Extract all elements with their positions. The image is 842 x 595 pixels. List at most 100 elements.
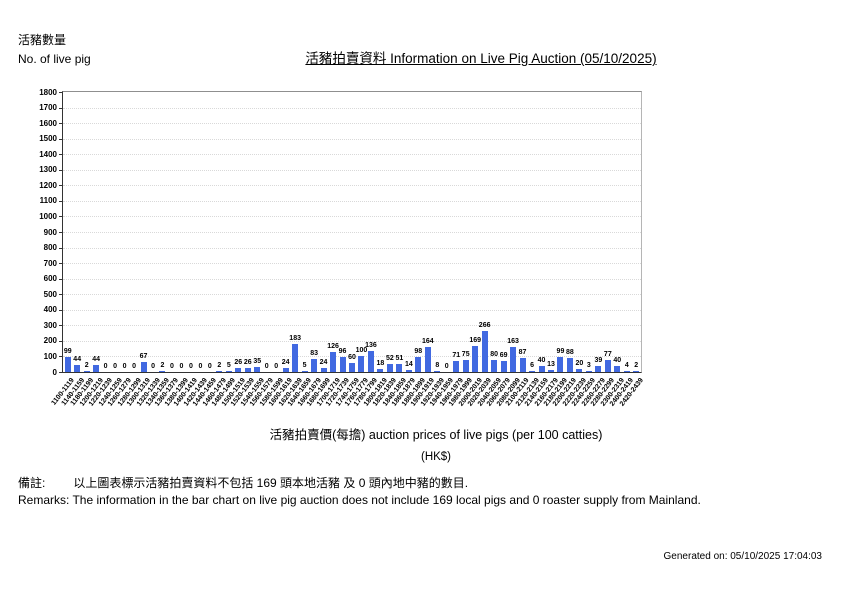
bar [358,356,365,372]
bar [320,368,327,372]
y-tick-label: 1100 [39,196,57,206]
bar-value-label: 40 [537,356,546,364]
x-axis-unit: (HK$) [420,451,452,463]
bar [462,360,469,372]
bar-value-label: 88 [566,349,574,357]
y-axis-tick [59,263,63,265]
page-title: 活豬拍賣資料 Information on Live Pig Auction (… [120,47,842,67]
bar-value-label: 2 [84,362,89,369]
x-axis-title: 活豬拍賣價(每擔) auction prices of live pigs (p… [269,428,603,442]
bar-value-label: 99 [63,347,72,355]
y-tick-label: 1400 [39,149,57,159]
bar [349,362,355,372]
y-axis-tick [59,169,63,171]
bar-value-label: 136 [365,341,377,349]
bar-value-label: 2 [160,362,165,369]
bar-chart-plot-area: 0 100 200 300 400 500 600 700 800 900 1000 1100 1200… [39,88,645,408]
page-title-text: 活豬拍賣資料 Information on Live Pig Auction (… [305,51,657,66]
bar-value-label: 6 [530,362,534,369]
bar-value-label: 266 [478,321,491,329]
y-tick-label: 1200 [39,180,57,190]
y-tick-label: 400 [43,305,57,315]
bar [519,358,526,372]
bar [510,346,517,372]
y-axis-tick [59,154,63,156]
bar-value-label: 87 [518,349,527,357]
bar-value-label: 100 [355,347,368,355]
y-axis-tick [59,92,63,93]
gridline [63,123,641,125]
bar-value-label: 35 [253,357,262,365]
bar-value-label: 52 [385,354,394,362]
bar-value-label: 0 [188,363,193,370]
bar-value-label: 2 [634,362,639,369]
bar [538,365,545,372]
bar [93,365,100,372]
bar [472,345,479,372]
y-tick-label: 500 [43,289,57,299]
bar [159,371,166,372]
y-axis-tick [59,278,63,280]
y-tick-label: 1800 [39,87,57,97]
bar [225,371,232,372]
y-axis-caption-zh: 活豬數量 [18,33,67,47]
y-tick-label: 100 [43,351,57,361]
bar-value-label: 8 [435,361,440,369]
bar-value-label: 183 [289,334,301,342]
y-axis-tick [59,185,63,187]
bar [292,343,299,372]
gridline [63,340,641,342]
bar [244,367,251,372]
gridline [63,138,641,140]
bar-value-label: 98 [414,347,423,355]
bar [415,356,422,372]
bar-value-label: 5 [302,362,307,369]
bar [557,356,564,372]
gridline [63,107,641,109]
bar [529,371,536,372]
bar-value-label: 0 [151,363,155,370]
y-tick-label: 1600 [39,118,57,128]
bar [500,361,507,372]
bar-value-label: 44 [73,356,82,364]
bar [367,350,374,372]
bar [424,346,431,372]
bar-value-label: 0 [122,363,127,370]
y-tick-label: 1700 [39,103,57,113]
y-axis-tick [59,216,63,218]
y-axis-tick [59,200,63,202]
bar [491,359,498,372]
y-axis-tick [59,372,63,373]
y-axis-tick [59,294,63,296]
bar [282,368,289,372]
y-axis-tick [59,325,63,327]
gridline [63,294,641,296]
bar [254,366,261,372]
bar-value-label: 0 [444,363,449,370]
bar-value-label: 164 [421,337,434,345]
bar [64,356,71,372]
bar [453,360,460,372]
bar-value-label: 77 [603,351,612,359]
y-axis-tick [59,138,63,140]
bar [74,365,81,372]
y-tick-label: 1500 [39,134,57,144]
bar-value-label: 69 [499,352,508,360]
bar-value-label: 26 [243,358,252,366]
y-axis-tick [59,309,63,311]
bar-value-label: 44 [92,356,101,364]
bar-value-label: 3 [586,362,591,369]
bar-value-label: 0 [103,363,108,370]
x-axis-labels: 1100-1119 1140-1159 1180-1199 1200-1219 1220… [51,372,645,424]
bar-value-label: 99 [556,347,565,355]
bar-value-label: 20 [575,359,584,367]
y-axis-caption: 活豬數量 No. of live pig [18,31,91,69]
y-axis-caption-en: No. of live pig [18,52,91,66]
y-tick-label: 0 [52,367,57,377]
bar [614,365,621,372]
bar-value-label: 163 [507,337,519,345]
y-tick-label: 1000 [39,211,57,221]
y-tick-label: 1300 [39,165,57,175]
y-tick-label: 300 [43,320,57,330]
bar [623,371,630,372]
